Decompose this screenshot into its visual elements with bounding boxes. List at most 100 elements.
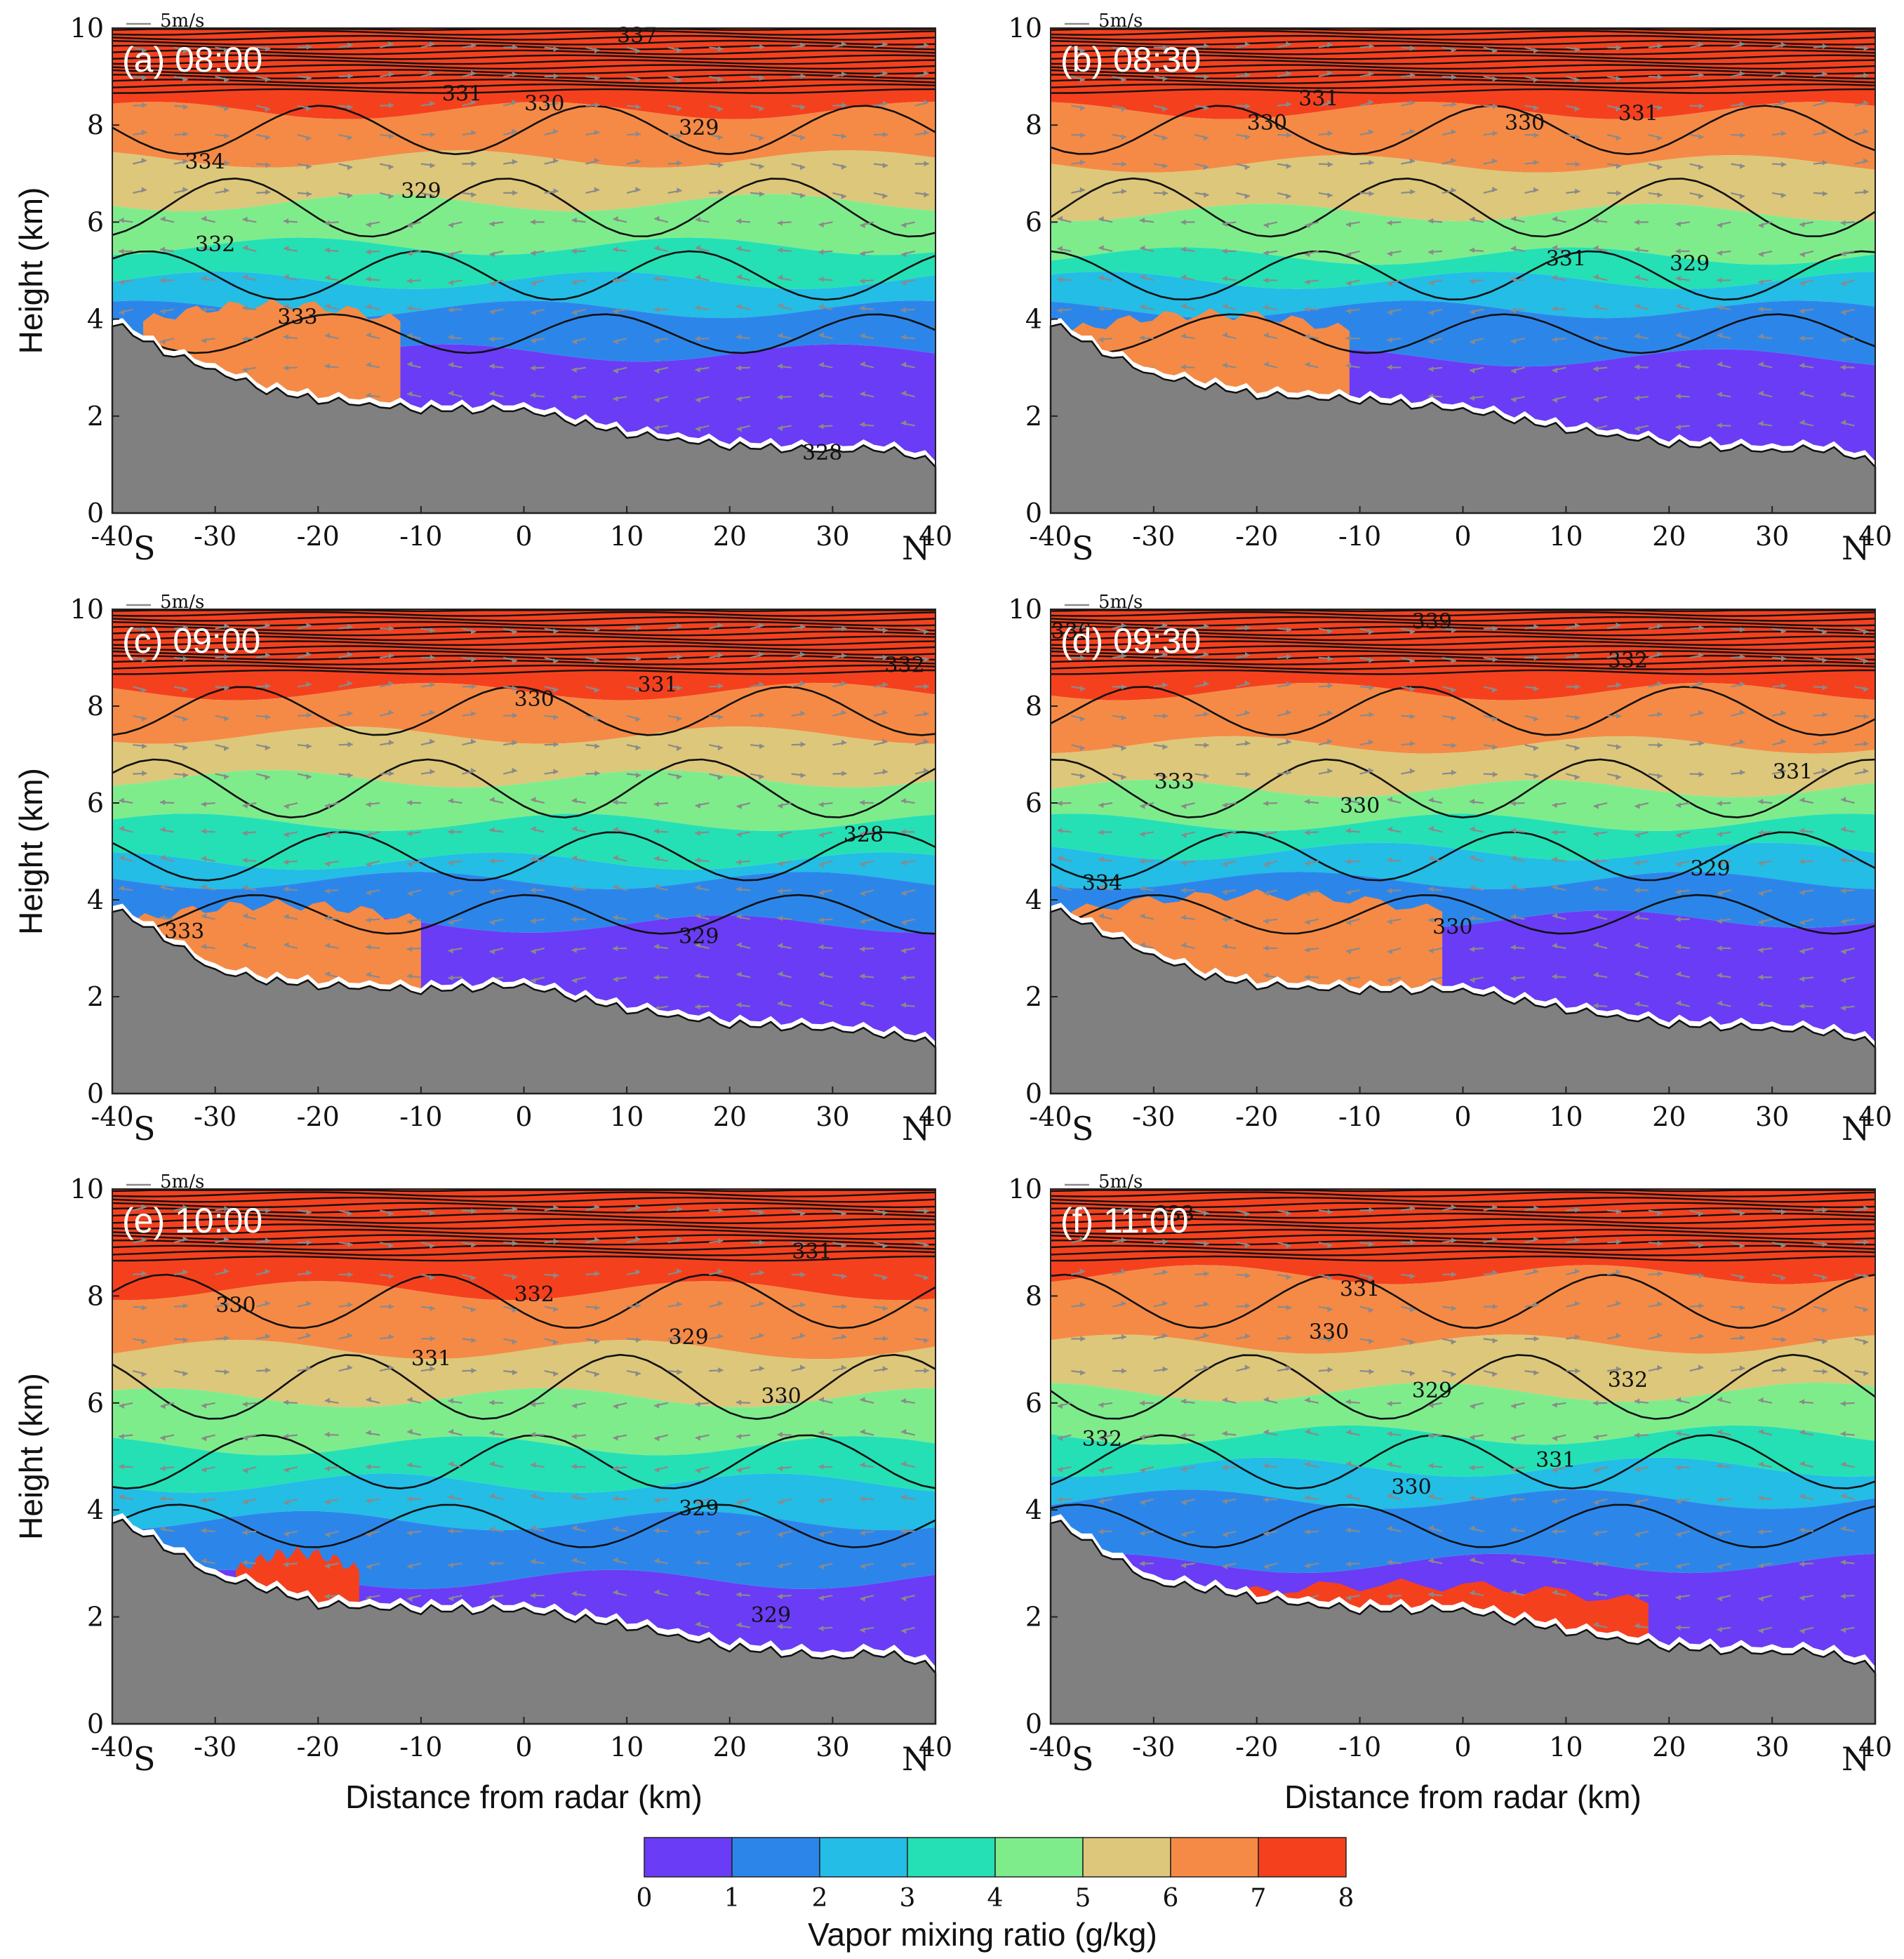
wind-arrow-head [242,830,248,837]
wind-arrow-head [448,1562,453,1568]
contour-label: 330 [524,92,564,117]
wind-arrow-head [654,1589,660,1595]
wind-arrow-head [594,657,600,663]
wind-arrow-head [1698,164,1703,171]
wind-arrow-head [306,1209,312,1216]
wind-arrow-head [224,623,229,629]
wind-arrow-head [265,714,271,720]
wind-arrow-head [900,1562,906,1568]
wind-arrow-head [1098,912,1104,919]
wind-arrow-head [1717,304,1722,310]
wind-arrow-head [1717,1496,1722,1503]
wind-arrow-head [759,773,764,780]
wind-arrow-head [1739,193,1745,199]
vapor-layer-1 [1051,1489,1875,1574]
wind-arrow-head [1204,1210,1209,1216]
x-tick-label: -10 [1338,1732,1381,1762]
wind-arrow-head [818,1595,824,1601]
wind-arrow-head [1863,1205,1869,1211]
wind-arrow-head [1428,1591,1434,1598]
wind-arrow-head [119,797,124,804]
wind-arrow-head [736,274,742,280]
wind-arrow-head [818,890,824,896]
y-tick-label: 10 [70,13,104,44]
wind-arrow-head [430,1210,435,1216]
wind-arrow-head [1121,653,1126,659]
wind-arrow-head [512,190,518,196]
wind-arrow-head [736,426,742,432]
wind-arrow-head [882,682,888,688]
wind-arrow-head [1286,70,1291,77]
wind-arrow-head [759,1332,764,1339]
wind-arrow-head [306,623,312,628]
wind-arrow-head [572,978,577,984]
wind-arrow-head [1552,397,1557,404]
theta-contour [1050,1503,1876,1548]
wind-arrow-head [1616,1269,1621,1275]
wind-arrow-head [1346,1493,1352,1499]
wind-arrow-head [1428,280,1434,286]
theta-contour-upper [1050,659,1876,665]
wind-arrow-head [1369,739,1374,745]
wind-arrow-head [1575,161,1580,167]
wind-arrow-head [324,888,330,894]
vapor-layer-6 [1051,102,1875,173]
theta-contour-upper [1050,630,1876,637]
wind-arrow-head [265,46,271,52]
wind-arrow-head [1428,338,1434,345]
wind-arrow-head [841,102,847,108]
wind-arrow-head [800,651,806,658]
wind-arrow-head [470,1275,476,1281]
wind-arrow-head [594,770,600,776]
theta-contour [112,105,936,156]
wind-arrow-head [1635,1532,1640,1538]
wind-arrow-head [512,740,517,745]
wind-arrow-head [1470,798,1474,804]
wind-arrow-head [1822,99,1828,105]
wind-vectors [1057,622,1869,1011]
wind-arrow-head [901,919,907,926]
wind-arrow-head [1204,164,1209,171]
wind-arrow-head [1657,164,1663,171]
wind-arrow-head [407,1397,413,1403]
wind-arrow-head [900,1002,906,1008]
x-tick-label: 0 [515,1101,532,1132]
wind-arrow-head [677,1369,682,1375]
wind-arrow-head [1657,1301,1663,1307]
wind-arrow-head [1079,745,1085,751]
wind-arrow-head [471,684,477,689]
wind-arrow-head [530,1593,535,1599]
wind-arrow-head [160,1435,166,1441]
wind-arrow-head [284,1499,289,1506]
wind-arrow-head [1387,220,1392,226]
wind-arrow-head [882,710,888,716]
wind-arrow-head [736,859,742,865]
x-tick-label: 10 [1549,521,1583,552]
wind-vectors [1057,41,1869,432]
wind-arrow-head [736,303,742,310]
wind-arrow-head [430,1336,435,1342]
wind-arrow-head [594,187,599,193]
theta-contour-upper [112,88,936,94]
wind-arrow-head [1286,769,1291,776]
wind-arrow-head [242,274,248,280]
wind-arrow-head [1204,43,1209,49]
wind-arrow-head [1799,362,1805,368]
wind-arrow-head [1574,745,1580,751]
wind-arrow-head [1593,803,1599,809]
theta-contour-upper [1050,69,1876,75]
wind-arrow-head [1369,71,1374,77]
wind-arrow-head [1740,681,1745,687]
wind-arrow-head [1799,222,1805,227]
wind-arrow-head [389,1334,394,1340]
wind-arrow-head [882,1210,888,1216]
wind-arrow-head [695,1621,700,1627]
wind-arrow-head [284,246,289,251]
wind-arrow-head [430,1306,435,1312]
x-tick-label: 40 [919,521,952,552]
wind-arrow-head [284,1467,289,1473]
wind-arrow-head [1409,1339,1415,1346]
wind-arrow-head [759,105,764,112]
wind-arrow-head [1492,1338,1498,1344]
wind-arrow-head [553,1306,559,1313]
